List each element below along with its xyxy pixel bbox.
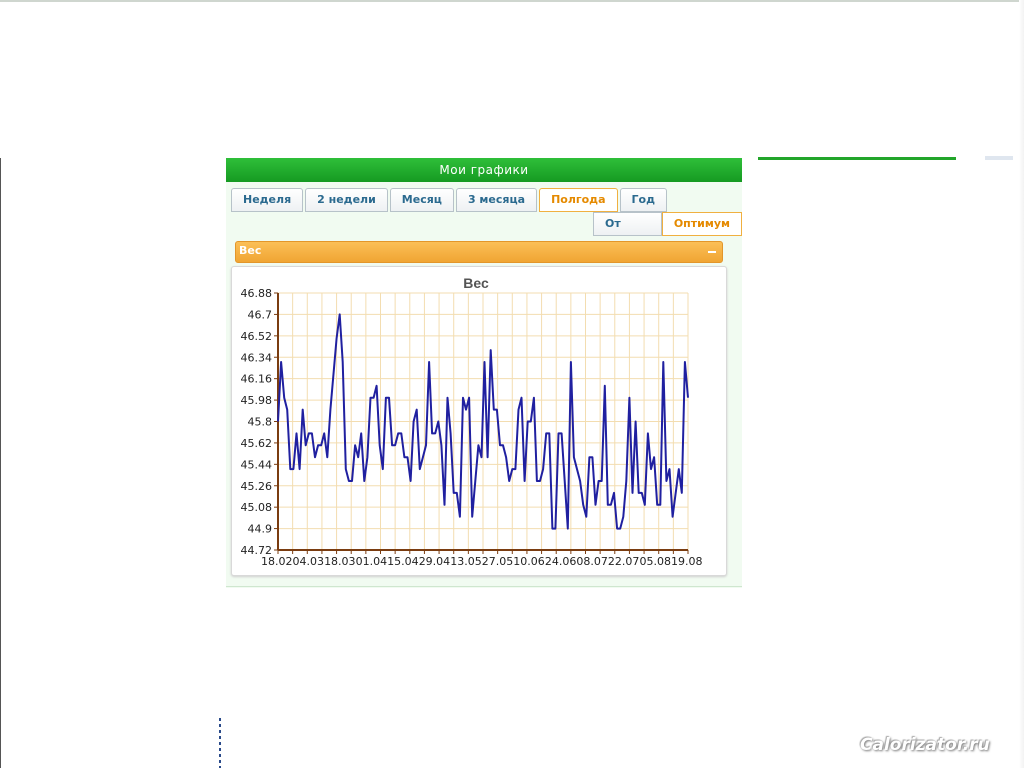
x-tick-label: 05.08: [639, 555, 671, 568]
collapse-icon[interactable]: [708, 251, 716, 253]
weight-panel-title: Вес: [239, 244, 262, 257]
y-tick-label: 46.34: [241, 351, 273, 364]
x-tick-label: 29.04: [419, 555, 451, 568]
tab-month[interactable]: Месяц: [389, 188, 454, 212]
y-tick-label: 45.26: [241, 480, 273, 493]
tab-optimum[interactable]: Оптимум: [661, 212, 742, 236]
right-edge-shade: [1019, 0, 1024, 768]
left-border-line: [0, 158, 1, 768]
weight-chart-frame: Вес 46.88 46.7 46.52 46.34 46.16 45.98 45.8 45.…: [231, 266, 727, 576]
x-tick-label: 10.06: [513, 555, 545, 568]
tab-half-year[interactable]: Полгода: [539, 188, 618, 212]
y-tick-label: 46.16: [241, 373, 273, 386]
y-tick-label: 46.88: [241, 287, 273, 300]
y-tick-label: 45.08: [241, 501, 273, 514]
x-tick-label: 27.05: [482, 555, 514, 568]
right-column-mini-image: [985, 156, 1013, 160]
right-column-green-line: [758, 157, 956, 160]
top-divider: [0, 0, 1024, 2]
scale-tabs: От нуля Оптимум: [593, 212, 742, 252]
y-tick-label: 46.52: [241, 330, 273, 343]
y-tick-label: 46.7: [248, 308, 273, 321]
x-tick-label: 13.05: [450, 555, 482, 568]
y-tick-label: 44.9: [248, 523, 273, 536]
tab-week[interactable]: Неделя: [231, 188, 304, 212]
weight-panel-header[interactable]: Вес: [235, 241, 723, 263]
x-tick-label: 08.07: [576, 555, 608, 568]
bottom-dotted-marker: [219, 718, 221, 768]
period-tabs: Неделя 2 недели Месяц 3 месяца Полгода Г…: [231, 188, 669, 212]
x-tick-label: 15.04: [387, 555, 419, 568]
weight-line-chart: Вес 46.88 46.7 46.52 46.34 46.16 45.98 45.8 45.…: [241, 275, 703, 568]
x-tick-label: 24.06: [545, 555, 577, 568]
widget-bottom-divider: [226, 586, 742, 587]
y-tick-label: 45.44: [241, 458, 273, 471]
tab-year[interactable]: Год: [619, 188, 667, 212]
x-tick-label: 18.03: [324, 555, 356, 568]
my-charts-widget: Мои графики Неделя 2 недели Месяц 3 меся…: [226, 158, 742, 588]
watermark-logo: Calorizator.ru: [860, 735, 990, 755]
x-tick-label: 01.04: [356, 555, 388, 568]
y-tick-label: 44.72: [241, 544, 273, 557]
tab-2-weeks[interactable]: 2 недели: [305, 188, 388, 212]
x-tick-label: 18.02: [261, 555, 293, 568]
widget-header: Мои графики: [226, 158, 742, 182]
weight-series-line: [277, 313, 689, 530]
x-tick-label: 22.07: [608, 555, 640, 568]
y-tick-label: 45.98: [241, 394, 273, 407]
x-tick-label: 04.03: [293, 555, 325, 568]
x-tick-label: 19.08: [671, 555, 703, 568]
y-tick-label: 45.8: [248, 416, 273, 429]
tab-3-months[interactable]: 3 месяца: [455, 188, 538, 212]
y-tick-label: 45.62: [241, 437, 273, 450]
chart-title: Вес: [463, 275, 489, 291]
tab-from-zero[interactable]: От нуля: [593, 212, 662, 252]
